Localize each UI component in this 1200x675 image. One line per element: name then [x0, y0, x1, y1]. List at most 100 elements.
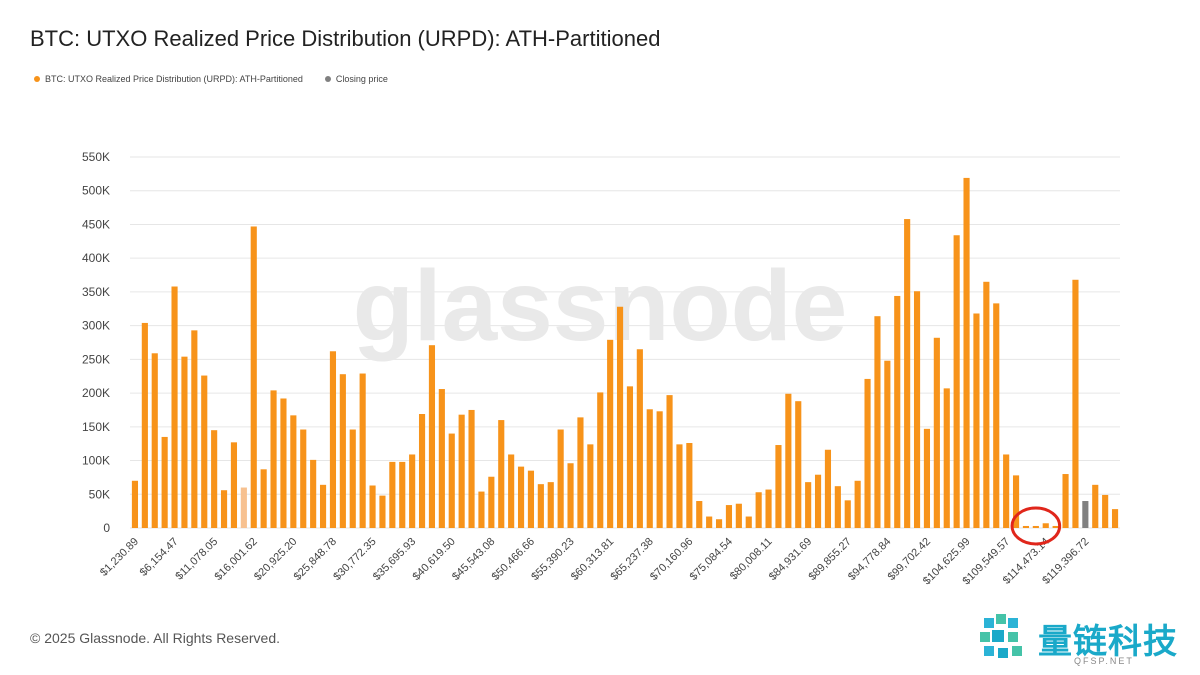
urpd-bar[interactable] [280, 398, 287, 528]
urpd-bar[interactable] [1012, 475, 1020, 528]
urpd-bar[interactable] [913, 291, 921, 528]
urpd-bar[interactable] [567, 463, 574, 528]
urpd-bar[interactable] [626, 386, 634, 528]
urpd-bar[interactable] [795, 401, 802, 528]
urpd-bar[interactable] [824, 449, 832, 528]
urpd-bar[interactable] [686, 443, 693, 528]
urpd-bar[interactable] [963, 177, 970, 529]
urpd-bar[interactable] [537, 484, 544, 528]
urpd-bar[interactable] [1003, 454, 1010, 528]
urpd-bar[interactable] [715, 519, 723, 528]
urpd-bar[interactable] [1022, 525, 1030, 528]
urpd-bar[interactable] [310, 459, 317, 528]
urpd-bar[interactable] [765, 489, 772, 528]
urpd-bar[interactable] [418, 414, 426, 528]
urpd-bar[interactable] [1102, 494, 1109, 528]
urpd-bar[interactable] [874, 316, 881, 528]
urpd-bar[interactable] [1072, 279, 1079, 528]
urpd-bar[interactable] [270, 390, 277, 528]
urpd-bar[interactable] [834, 486, 841, 528]
urpd-bar[interactable] [557, 429, 564, 528]
urpd-bar[interactable] [805, 482, 812, 528]
urpd-bar[interactable] [290, 415, 297, 528]
urpd-bar[interactable] [1092, 484, 1099, 528]
urpd-bar[interactable] [785, 393, 792, 528]
urpd-bar[interactable] [517, 466, 525, 528]
urpd-bar[interactable] [577, 417, 584, 528]
urpd-bar[interactable] [468, 409, 475, 528]
urpd-bar[interactable] [923, 428, 931, 528]
urpd-bar[interactable] [814, 474, 822, 528]
urpd-bar[interactable] [666, 395, 673, 528]
urpd-bar[interactable] [735, 503, 742, 528]
urpd-bar[interactable] [993, 303, 1000, 528]
urpd-bar[interactable] [587, 444, 594, 528]
urpd-bar[interactable] [844, 500, 851, 528]
urpd-bar[interactable] [399, 461, 406, 528]
urpd-bar[interactable] [161, 436, 168, 528]
urpd-bar[interactable] [240, 487, 247, 528]
urpd-bar[interactable] [943, 388, 950, 528]
urpd-bar[interactable] [1111, 509, 1119, 528]
urpd-bar[interactable] [359, 373, 366, 528]
urpd-bar[interactable] [329, 351, 337, 528]
urpd-bar[interactable] [319, 484, 327, 528]
urpd-bar[interactable] [428, 345, 436, 528]
urpd-bar[interactable] [339, 374, 346, 528]
urpd-bar[interactable] [854, 480, 861, 528]
urpd-bar[interactable] [211, 430, 218, 528]
urpd-bar[interactable] [508, 454, 515, 528]
urpd-bar[interactable] [458, 414, 465, 528]
urpd-bar[interactable] [250, 226, 257, 528]
urpd-bar[interactable] [725, 505, 733, 528]
urpd-bar[interactable] [1032, 525, 1039, 528]
closing-price-bar[interactable] [1082, 501, 1089, 528]
urpd-bar[interactable] [369, 485, 376, 528]
urpd-bar[interactable] [349, 429, 356, 528]
urpd-bar[interactable] [409, 454, 416, 528]
legend-item-closing-price[interactable]: Closing price [324, 74, 388, 84]
urpd-bar[interactable] [864, 378, 871, 528]
urpd-bar[interactable] [1042, 523, 1049, 528]
urpd-bar[interactable] [181, 356, 188, 528]
urpd-bar[interactable] [933, 337, 940, 528]
urpd-bar[interactable] [775, 445, 782, 528]
urpd-bar[interactable] [547, 482, 554, 528]
urpd-bar[interactable] [438, 389, 445, 528]
urpd-bar[interactable] [379, 495, 386, 528]
urpd-bar[interactable] [141, 322, 148, 528]
urpd-bar[interactable] [755, 492, 762, 528]
urpd-bar[interactable] [636, 349, 643, 528]
urpd-bar[interactable] [478, 491, 485, 528]
urpd-bar[interactable] [607, 339, 614, 528]
urpd-bar[interactable] [527, 470, 535, 528]
urpd-bar[interactable] [131, 480, 139, 528]
urpd-bar[interactable] [597, 392, 604, 528]
urpd-bar[interactable] [151, 353, 158, 528]
urpd-bar[interactable] [973, 313, 980, 528]
urpd-bar[interactable] [696, 501, 703, 528]
urpd-bar[interactable] [706, 516, 713, 528]
urpd-bar[interactable] [656, 411, 663, 528]
urpd-bar[interactable] [904, 219, 911, 529]
urpd-bar[interactable] [498, 420, 505, 528]
urpd-bar[interactable] [1052, 525, 1059, 528]
urpd-bar[interactable] [389, 461, 396, 528]
urpd-bar[interactable] [983, 281, 990, 528]
urpd-bar[interactable] [220, 490, 228, 528]
legend-item-urpd[interactable]: BTC: UTXO Realized Price Distribution (U… [34, 74, 303, 84]
urpd-bar[interactable] [616, 306, 624, 528]
urpd-bar[interactable] [1062, 474, 1069, 528]
urpd-bar[interactable] [260, 469, 267, 528]
urpd-bar[interactable] [171, 286, 178, 528]
urpd-bar[interactable] [745, 516, 752, 528]
urpd-bar[interactable] [488, 476, 495, 528]
urpd-bar[interactable] [448, 433, 455, 528]
urpd-bar[interactable] [300, 429, 307, 528]
urpd-bar[interactable] [201, 375, 208, 528]
urpd-bar[interactable] [953, 235, 960, 529]
urpd-bar[interactable] [884, 360, 891, 528]
urpd-bar[interactable] [676, 444, 683, 528]
urpd-bar[interactable] [646, 409, 653, 528]
urpd-bar[interactable] [191, 330, 198, 528]
